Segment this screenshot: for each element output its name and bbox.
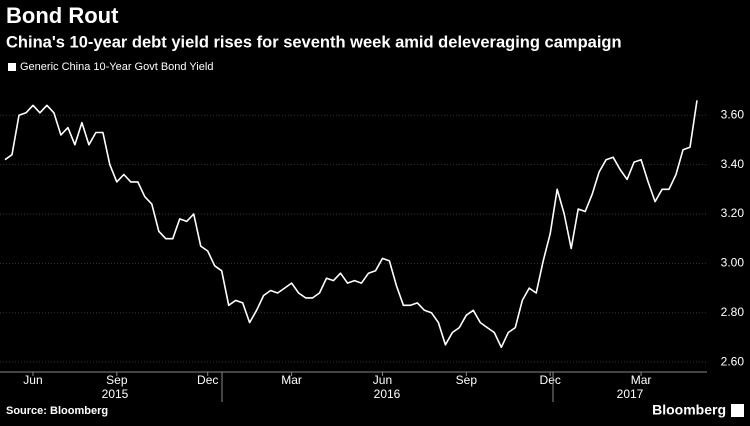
legend-label: Generic China 10-Year Govt Bond Yield [20, 61, 213, 73]
x-tick-label: Jun [373, 373, 392, 387]
x-tick-label: Mar [631, 373, 652, 387]
x-tick-label: Sep [456, 373, 478, 387]
brand: Bloomberg [652, 402, 726, 418]
x-tick-label: Dec [197, 373, 218, 387]
x-tick-label: Dec [540, 373, 561, 387]
line-series [4, 100, 698, 349]
y-tick-label: 3.40 [721, 157, 745, 171]
x-tick-label: Mar [281, 373, 302, 387]
y-tick-label: 2.80 [721, 305, 745, 319]
y-tick-label: 3.60 [721, 107, 745, 121]
legend-swatch [8, 63, 16, 71]
x-group-label: 2015 [102, 387, 129, 401]
x-group-label: 2017 [617, 387, 644, 401]
y-tick-label: 3.20 [721, 206, 745, 220]
chart-subtitle: China's 10-year debt yield rises for sev… [6, 33, 622, 51]
x-tick-label: Sep [106, 373, 128, 387]
source: Source: Bloomberg [6, 405, 108, 417]
chart-title: Bond Rout [6, 3, 119, 28]
brand-icon [731, 404, 744, 417]
x-tick-label: Jun [23, 373, 42, 387]
y-tick-label: 2.60 [721, 354, 745, 368]
x-group-label: 2016 [374, 387, 401, 401]
y-tick-label: 3.00 [721, 256, 745, 270]
